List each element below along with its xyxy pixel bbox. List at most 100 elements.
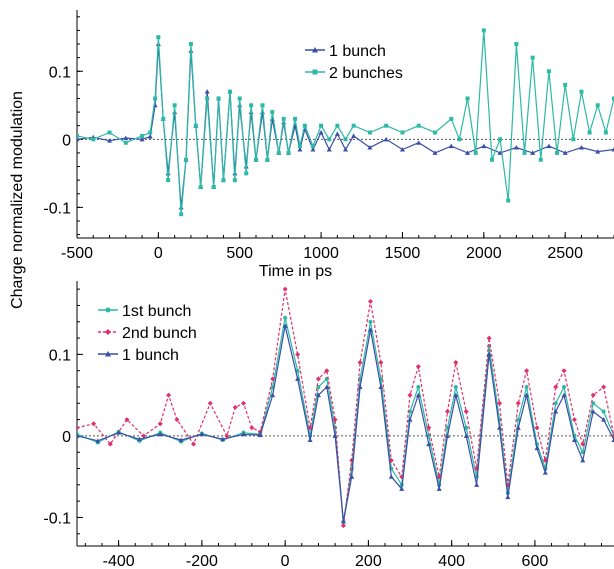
data-point — [603, 130, 608, 135]
data-point — [351, 123, 356, 128]
data-point — [332, 433, 338, 438]
data-point — [601, 409, 606, 414]
data-point — [383, 136, 389, 142]
legend-swatch-marker — [312, 47, 318, 53]
data-point — [368, 319, 373, 324]
data-point — [486, 351, 492, 357]
data-point — [553, 401, 558, 406]
data-point — [524, 392, 530, 398]
data-point — [205, 96, 210, 101]
data-point — [315, 376, 321, 382]
data-point — [367, 298, 373, 304]
data-point — [553, 384, 559, 390]
data-point — [232, 404, 238, 410]
data-point — [172, 103, 177, 108]
data-point — [297, 144, 302, 149]
data-point — [538, 157, 543, 162]
data-point — [324, 368, 330, 374]
data-point — [179, 212, 184, 217]
data-point — [265, 157, 270, 162]
data-point — [270, 392, 276, 398]
data-point — [293, 116, 298, 121]
data-point — [388, 474, 394, 479]
data-point — [530, 150, 536, 155]
data-point — [522, 150, 527, 155]
data-point — [123, 135, 129, 140]
data-point — [416, 140, 422, 145]
data-point — [489, 157, 494, 162]
data-point — [340, 523, 346, 529]
data-point — [244, 171, 249, 176]
data-point — [457, 137, 462, 142]
data-point — [400, 130, 405, 135]
data-point — [315, 392, 321, 398]
data-point — [283, 315, 288, 320]
data-point — [270, 376, 276, 382]
data-point — [166, 178, 171, 183]
data-point — [116, 430, 122, 435]
data-point — [220, 436, 226, 442]
data-point — [367, 327, 373, 332]
data-point — [335, 123, 340, 128]
data-point — [327, 137, 332, 142]
data-point — [123, 140, 128, 145]
plot-area — [77, 286, 614, 529]
data-point — [332, 417, 338, 423]
data-point — [426, 425, 432, 431]
data-point — [497, 150, 503, 155]
data-point — [407, 417, 413, 422]
data-point — [357, 384, 363, 389]
x-axis-label: Time in ps — [259, 263, 332, 280]
data-point — [612, 96, 614, 101]
x-tick-label: -200 — [186, 553, 218, 569]
data-point — [463, 408, 469, 414]
data-point — [77, 433, 80, 438]
data-point — [464, 425, 469, 430]
data-point — [124, 417, 130, 423]
data-point — [139, 136, 145, 142]
data-point — [140, 133, 145, 138]
legend-swatch-marker — [312, 69, 318, 75]
data-point — [307, 437, 313, 442]
data-point — [282, 286, 288, 292]
x-tick-label: 500 — [226, 245, 253, 262]
data-point — [107, 441, 113, 447]
data-point — [433, 130, 437, 135]
data-point — [319, 123, 324, 128]
data-point — [453, 392, 459, 398]
data-point — [453, 360, 459, 366]
data-point — [453, 385, 458, 389]
shared-y-axis-label: Charge normalized modulation — [9, 91, 26, 309]
data-point — [184, 157, 189, 162]
data-point — [161, 116, 166, 121]
data-point — [595, 103, 600, 108]
data-point — [516, 417, 521, 422]
data-point — [302, 123, 307, 128]
data-point — [295, 376, 301, 381]
data-point — [481, 143, 487, 149]
legend-label: 2 bunches — [329, 65, 403, 82]
data-point — [340, 519, 346, 524]
data-point — [153, 96, 158, 101]
data-point — [204, 89, 210, 94]
data-point — [580, 457, 586, 463]
data-point — [555, 150, 560, 155]
data-point — [505, 494, 511, 500]
data-point — [515, 425, 521, 430]
data-point — [534, 425, 540, 431]
data-point — [193, 123, 198, 128]
data-point — [241, 431, 247, 437]
data-point — [563, 82, 568, 87]
data-point — [587, 130, 592, 135]
data-point — [416, 385, 421, 389]
data-point — [174, 417, 180, 423]
data-point — [307, 425, 313, 431]
data-point — [378, 360, 384, 366]
data-point — [334, 131, 340, 136]
data-point — [590, 408, 596, 414]
data-point — [546, 69, 551, 74]
data-point — [310, 144, 315, 149]
x-tick-label: 0 — [154, 245, 163, 262]
